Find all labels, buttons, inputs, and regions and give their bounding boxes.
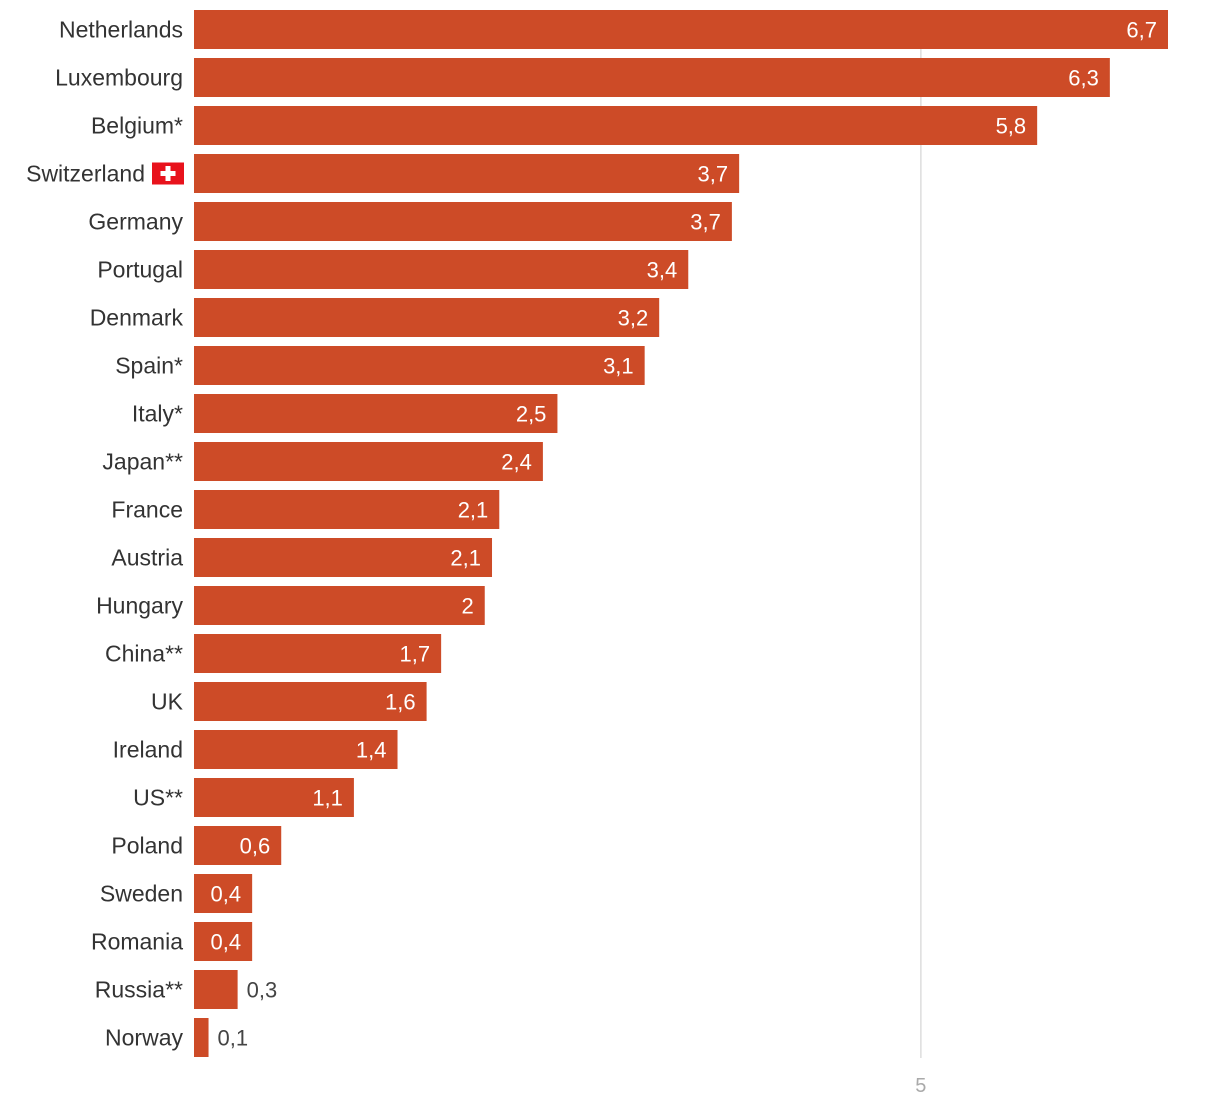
value-label-france: 2,1 [458,498,489,523]
x-tick-label: 5 [915,1075,926,1097]
value-label-ireland: 1,4 [356,738,387,763]
bar-russia [194,970,238,1009]
bar-switzerland [194,154,740,193]
bar-netherlands [194,10,1168,49]
category-label-sweden: Sweden [100,881,183,907]
category-label-germany: Germany [88,209,183,235]
category-label-switzerland: Switzerland [26,161,145,187]
value-label-norway: 0,1 [218,1026,249,1051]
x-axis: 5 [915,1075,926,1097]
category-label-norway: Norway [105,1025,183,1051]
value-label-hungary: 2 [461,594,473,619]
category-label-poland: Poland [111,833,183,859]
bar-austria [194,538,493,577]
value-label-us: 1,1 [312,786,343,811]
bar-luxembourg [194,58,1110,97]
category-label-japan: Japan** [102,449,183,475]
bar-norway [194,1018,209,1057]
value-label-japan: 2,4 [501,450,532,475]
bar-denmark [194,298,660,337]
category-label-spain: Spain* [115,353,183,379]
value-label-germany: 3,7 [690,210,721,235]
value-label-belgium: 5,8 [996,114,1027,139]
value-label-sweden: 0,4 [211,882,242,907]
bar-sweden [194,874,253,913]
category-label-luxembourg: Luxembourg [55,65,183,91]
category-label-ireland: Ireland [113,737,183,763]
bars [194,10,1168,1057]
category-label-denmark: Denmark [90,305,184,331]
category-label-belgium: Belgium* [91,113,183,139]
value-label-russia: 0,3 [247,978,278,1003]
bar-poland [194,826,282,865]
bar-germany [194,202,732,241]
bar-france [194,490,500,529]
bar-uk [194,682,427,721]
bar-hungary [194,586,485,625]
value-label-romania: 0,4 [211,930,242,955]
value-label-austria: 2,1 [450,546,481,571]
swiss-flag-icon [152,162,184,185]
value-label-china: 1,7 [400,642,431,667]
bar-us [194,778,354,817]
bar-china [194,634,442,673]
category-label-china: China** [105,641,183,667]
labels: Netherlands 6,7 Luxembourg 6,3 Belgium* 5,8 Sw… [26,17,1157,1051]
value-label-netherlands: 6,7 [1126,18,1157,43]
bar-ireland [194,730,398,769]
category-label-hungary: Hungary [96,593,183,619]
category-label-us: US** [133,785,183,811]
category-label-romania: Romania [91,929,183,955]
value-label-uk: 1,6 [385,690,416,715]
value-label-portugal: 3,4 [647,258,678,283]
value-label-poland: 0,6 [240,834,271,859]
bar-spain [194,346,645,385]
value-label-denmark: 3,2 [618,306,649,331]
category-label-italy: Italy* [132,401,183,427]
bar-italy [194,394,558,433]
value-label-italy: 2,5 [516,402,547,427]
category-label-austria: Austria [111,545,183,571]
category-label-portugal: Portugal [97,257,183,283]
category-label-netherlands: Netherlands [59,17,183,43]
bar-romania [194,922,253,961]
value-label-luxembourg: 6,3 [1068,66,1099,91]
value-label-switzerland: 3,7 [698,162,729,187]
bar-japan [194,442,543,481]
category-label-france: France [111,497,183,523]
bar-belgium [194,106,1038,145]
bar-portugal [194,250,689,289]
category-label-uk: UK [151,689,184,715]
value-label-spain: 3,1 [603,354,634,379]
category-label-russia: Russia** [95,977,183,1003]
